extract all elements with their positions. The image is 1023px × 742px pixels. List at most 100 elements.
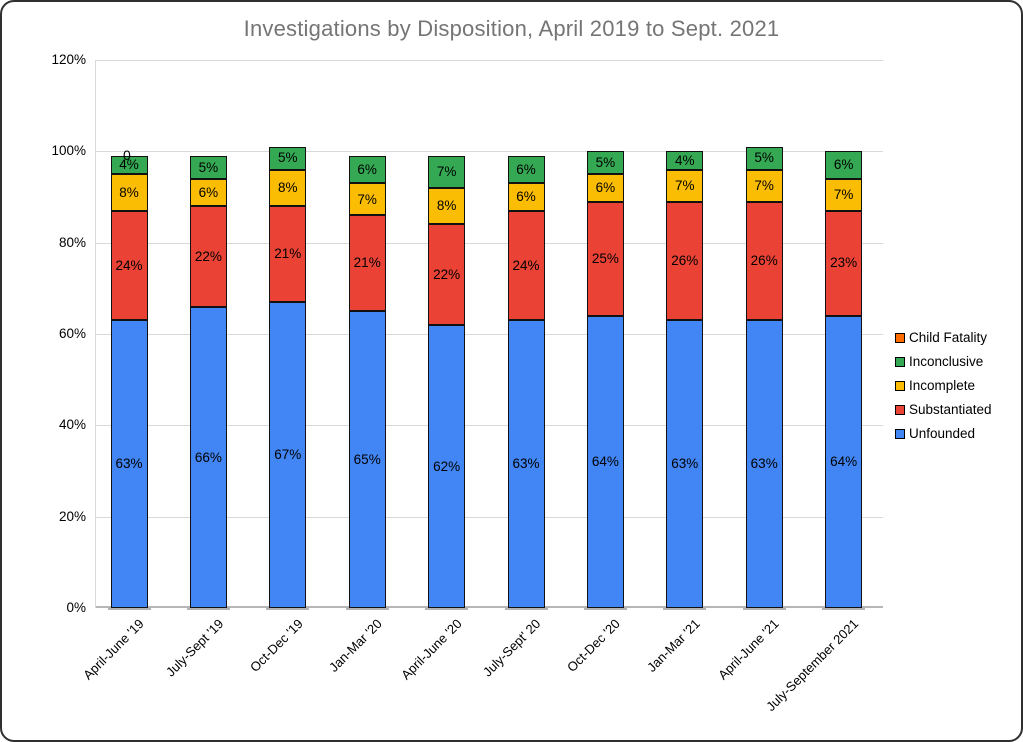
bar-base-tick — [663, 607, 707, 610]
segment-value-label: 6% — [516, 161, 536, 177]
stacked-bar-april-june-20: 62% 22% 8% 7% — [428, 155, 466, 608]
y-axis-tick-label: 40% — [58, 417, 86, 433]
segment-value-label: 7% — [833, 186, 854, 202]
segment-value-label: 63% — [750, 456, 778, 472]
x-axis-tick-label: Jan-Mar '20 — [325, 616, 385, 675]
segment-value-label: 6% — [833, 157, 854, 173]
segment-value-label: 8% — [119, 184, 139, 200]
segment-value-label: 5% — [278, 150, 298, 166]
bar-segment-inconclusive: 5% — [269, 146, 307, 170]
segment-value-label: 26% — [750, 253, 778, 269]
segment-value-label: 6% — [516, 189, 536, 205]
segment-value-label: 22% — [194, 248, 222, 264]
bar-segment-unfounded: 62% — [428, 324, 466, 608]
stacked-bar-april-june-19: 63% 24% 8% 4% — [110, 155, 148, 608]
segment-value-label: 65% — [353, 451, 381, 467]
stacked-bar-july-september-2021: 64% 23% 7% 6% — [825, 151, 863, 608]
y-axis-tick-label: 60% — [58, 326, 86, 341]
bar-base-tick — [742, 607, 786, 610]
gridline — [96, 425, 883, 427]
bar-segment-inconclusive: 4% — [666, 151, 704, 170]
segment-value-label: 67% — [274, 447, 302, 463]
bar-segment-incomplete: 7% — [666, 169, 704, 202]
bar-base-tick — [186, 607, 230, 610]
x-axis-tick-label: April-June '19 — [80, 616, 147, 683]
bar-segment-unfounded: 63% — [110, 320, 148, 608]
bar-segment-substantiated: 24% — [507, 210, 545, 321]
bar-segment-inconclusive: 6% — [348, 155, 386, 184]
bar-segment-substantiated: 25% — [586, 201, 624, 316]
x-axis-tick-label: Jan-Mar '21 — [643, 616, 703, 675]
legend-label: Unfounded — [909, 426, 976, 441]
bar-segment-inconclusive: 5% — [745, 146, 783, 170]
stacked-bar-april-june-21: 63% 26% 7% 5% — [745, 146, 783, 608]
bar-segment-inconclusive: 5% — [586, 151, 624, 175]
y-axis-tick-label: 120% — [51, 52, 86, 67]
segment-value-label: 23% — [830, 255, 858, 271]
bar-segment-incomplete: 7% — [348, 183, 386, 216]
legend-item-unfounded: Unfounded — [895, 426, 992, 441]
x-axis-tick-label: July-September 2021 — [763, 616, 862, 714]
x-axis-tick-label: April-June '20 — [397, 616, 465, 683]
bar-segment-incomplete: 8% — [269, 169, 307, 207]
y-axis-tick-label: 100% — [51, 143, 86, 159]
bar-segment-inconclusive: 7% — [428, 155, 466, 188]
chart-title: Investigations by Disposition, April 201… — [243, 16, 780, 41]
segment-value-label: 4% — [119, 157, 139, 173]
segment-value-label: 6% — [595, 180, 616, 196]
bar-segment-incomplete: 8% — [110, 174, 148, 211]
bar-segment-unfounded: 67% — [269, 302, 307, 608]
segment-value-label: 63% — [115, 456, 143, 472]
y-axis-tick-label: 20% — [58, 508, 86, 524]
bar-base-tick — [107, 607, 151, 610]
bar-segment-substantiated: 22% — [428, 224, 466, 325]
bar-segment-substantiated: 24% — [110, 210, 148, 321]
bar-base-tick — [266, 607, 310, 610]
segment-value-label: 22% — [433, 266, 461, 282]
segment-value-label: 4% — [675, 152, 695, 168]
segment-value-label: 64% — [830, 454, 858, 470]
bar-segment-unfounded: 64% — [825, 315, 863, 608]
stacked-bar-july-sept-19: 66% 22% 6% 5% — [189, 155, 227, 608]
segment-value-label: 7% — [754, 177, 774, 193]
bar-base-tick — [504, 607, 548, 610]
zero-value-label: 0 — [123, 146, 131, 163]
bar-segment-unfounded: 63% — [507, 320, 545, 608]
segment-value-label: 6% — [198, 184, 219, 200]
legend: Child Fatality Inconclusive Incomplete Subs… — [895, 330, 992, 450]
segment-value-label: 5% — [198, 159, 219, 175]
gridline — [96, 60, 883, 61]
legend-swatch-incomplete — [895, 380, 905, 391]
legend-label: Incomplete — [909, 378, 976, 393]
stacked-bar-jan-mar-20: 65% 21% 7% 6% — [348, 155, 386, 608]
segment-value-label: 21% — [353, 255, 381, 271]
x-axis-tick-label: July-Sept '19 — [162, 616, 227, 680]
bar-segment-unfounded: 63% — [745, 320, 783, 608]
segment-value-label: 24% — [115, 257, 143, 273]
gridline — [96, 151, 883, 153]
bar-segment-inconclusive: 6% — [825, 151, 863, 179]
bar-segment-inconclusive: 4% — [110, 155, 148, 175]
stacked-bar-oct-dec-20: 64% 25% 6% 5% — [586, 151, 624, 608]
stacked-bar-jan-mar-21: 63% 26% 7% 4% — [666, 151, 704, 608]
segment-value-label: 7% — [436, 164, 457, 180]
segment-value-label: 21% — [274, 246, 302, 262]
plot-area: 63% 24% 8% 4% 66% 22% 6% 5% 67% 21% 8% 5% 65% 21% 7% 6%… — [95, 60, 883, 610]
segment-value-label: 66% — [194, 449, 222, 465]
gridline — [96, 242, 883, 244]
segment-value-label: 63% — [512, 456, 540, 472]
legend-item-child-fatality: Child Fatality — [895, 330, 992, 345]
legend-swatch-unfounded — [895, 428, 905, 439]
segment-value-label: 24% — [512, 257, 540, 273]
segment-value-label: 5% — [754, 150, 774, 166]
bar-segment-incomplete: 6% — [507, 183, 545, 211]
legend-label: Substantiated — [909, 402, 992, 417]
bar-segment-incomplete: 6% — [189, 178, 227, 207]
segment-value-label: 25% — [591, 250, 619, 266]
y-axis-tick-label: 0% — [66, 600, 86, 615]
bar-segment-incomplete: 6% — [586, 174, 624, 202]
bar-base-tick — [345, 607, 389, 610]
segment-value-label: 26% — [671, 253, 699, 269]
bar-segment-unfounded: 63% — [666, 320, 704, 608]
